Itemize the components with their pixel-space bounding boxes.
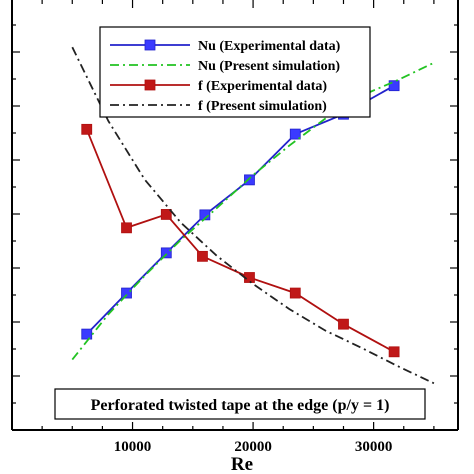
legend-marker xyxy=(144,39,156,51)
data-point xyxy=(81,328,93,340)
data-point xyxy=(388,80,400,92)
data-point xyxy=(121,222,132,234)
legend-label: f (Experimental data) xyxy=(198,79,327,94)
data-point xyxy=(197,250,208,262)
axis-ticks xyxy=(12,0,458,431)
x-tick-label: 20000 xyxy=(234,439,272,455)
data-point xyxy=(244,174,255,186)
data-point xyxy=(289,287,301,299)
data-point xyxy=(160,209,172,220)
legend-label: Nu (Present simulation) xyxy=(198,59,340,74)
x-axis-title: Re xyxy=(231,454,253,474)
legend: Nu (Experimental data) Nu (Present simula… xyxy=(99,26,371,118)
legend-marker xyxy=(144,79,156,91)
annotation-text: Perforated twisted tape at the edge (p/y… xyxy=(91,397,390,414)
annotation-box: Perforated twisted tape at the edge (p/y… xyxy=(54,388,426,420)
legend-label: Nu (Experimental data) xyxy=(198,39,341,54)
legend-label: f (Present simulation) xyxy=(198,99,327,114)
series-line-3 xyxy=(71,46,435,385)
data-point xyxy=(338,318,349,330)
data-point xyxy=(289,128,301,140)
data-point xyxy=(199,209,211,221)
series-line-1 xyxy=(71,61,435,361)
data-point xyxy=(160,247,172,259)
annotation-frame xyxy=(54,388,426,420)
series-line-2 xyxy=(85,128,395,353)
x-tick-label: 30000 xyxy=(355,439,393,455)
x-tick-label: 10000 xyxy=(114,439,152,455)
x-tick-labels: 10000 20000 30000 xyxy=(114,439,393,455)
data-point xyxy=(81,123,93,135)
data-point xyxy=(121,287,132,299)
data-point xyxy=(388,346,400,358)
series-line-0 xyxy=(86,84,395,335)
